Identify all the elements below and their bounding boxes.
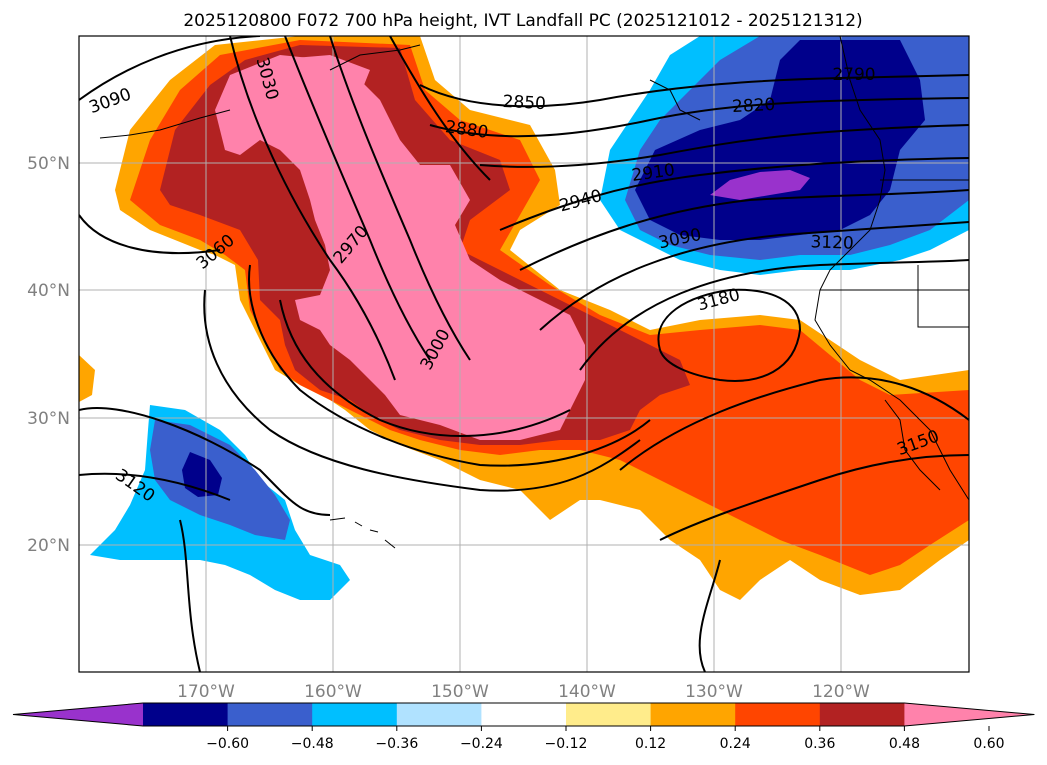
lon-tick-label: 170°W (177, 682, 235, 702)
colorbar-tick-label: 0.60 (973, 736, 1004, 752)
graticule (79, 36, 969, 672)
colorbar-swatch (650, 703, 736, 726)
lat-tick-label: 50°N (27, 154, 70, 174)
colorbar-swatch (481, 703, 567, 726)
colorbar-tick-label: −0.60 (206, 736, 249, 752)
colorbar-swatch (312, 703, 398, 726)
map-panel: 3090 3030 2850 2880 2790 2820 2910 2940 … (78, 35, 970, 673)
colorbar-swatch (735, 703, 821, 726)
lat-tick-label: 40°N (27, 281, 70, 301)
colorbar-swatch (143, 703, 229, 726)
colorbar-swatch (566, 703, 652, 726)
shade-navy (635, 40, 925, 240)
contour-label: 2790 (832, 65, 875, 85)
ivt-shading (79, 36, 969, 600)
height-contours (79, 36, 969, 672)
colorbar (12, 702, 1035, 727)
colorbar-tick-label: 0.48 (889, 736, 920, 752)
coastlines (99, 36, 969, 549)
colorbar-ticks: −0.60 −0.48 −0.36 −0.24 −0.12 0.12 0.24 0.36 0.4… (206, 726, 1005, 752)
lon-tick-label: 150°W (431, 682, 489, 702)
colorbar-extend-min (13, 703, 143, 726)
colorbar-tick-label: −0.24 (460, 736, 503, 752)
shade-orange-west (79, 355, 95, 402)
figure-title: 2025120800 F072 700 hPa height, IVT Land… (183, 11, 862, 31)
colorbar-tick-label: 0.36 (804, 736, 835, 752)
colorbar-extend-max (904, 703, 1035, 726)
contour-label: 3120 (810, 232, 854, 253)
colorbar-tick-label: −0.12 (545, 736, 588, 752)
lon-tick-labels: 170°W 160°W 150°W 140°W 130°W 120°W (177, 682, 870, 702)
map-frame (78, 35, 970, 673)
shade-pink (215, 55, 585, 440)
lon-tick-label: 120°W (812, 682, 870, 702)
colorbar-swatch (227, 703, 313, 726)
lat-tick-labels: 50°N 40°N 30°N 20°N (27, 154, 70, 556)
lon-tick-label: 160°W (304, 682, 362, 702)
lon-tick-label: 140°W (558, 682, 616, 702)
colorbar-outline (12, 702, 1035, 727)
colorbar-swatch (819, 703, 905, 726)
shade-pink-north (270, 55, 370, 110)
colorbar-swatch (396, 703, 482, 726)
contour-label: 2850 (502, 92, 546, 114)
contour-label: 2820 (732, 95, 776, 117)
lon-tick-label: 130°W (685, 682, 743, 702)
shade-darkorchid (710, 170, 810, 200)
colorbar-tick-label: 0.24 (720, 736, 751, 752)
colorbar-tick-label: −0.36 (375, 736, 418, 752)
colorbar-tick-label: −0.48 (291, 736, 334, 752)
shade-navy-sw (182, 452, 222, 497)
lat-tick-label: 30°N (27, 409, 70, 429)
lat-tick-label: 20°N (27, 536, 70, 556)
colorbar-tick-label: 0.12 (635, 736, 666, 752)
